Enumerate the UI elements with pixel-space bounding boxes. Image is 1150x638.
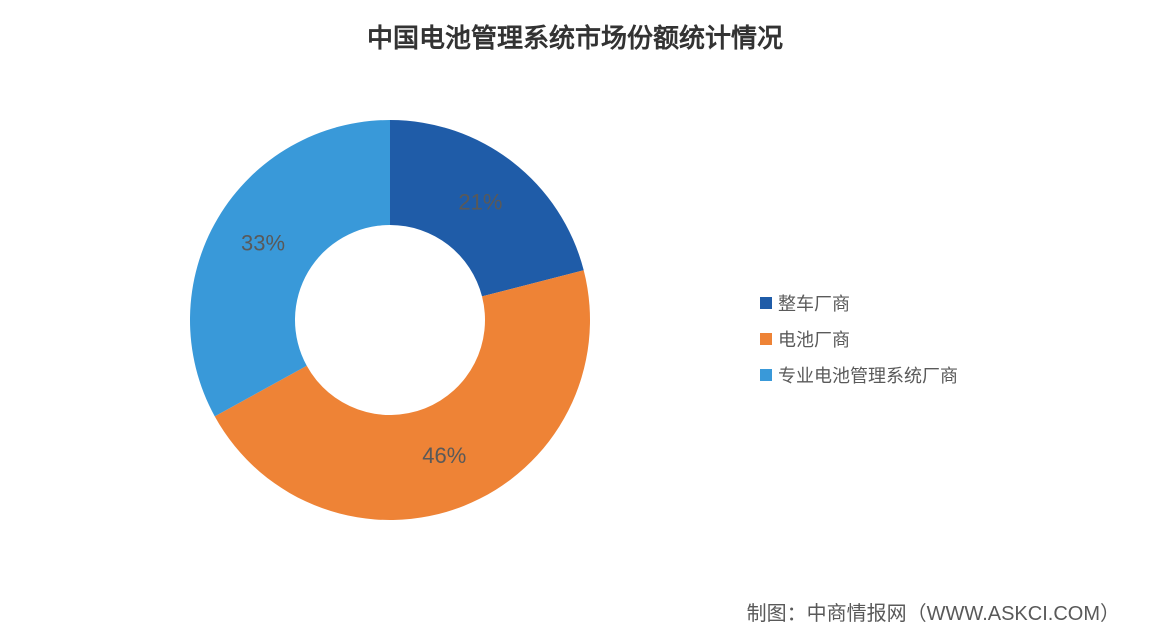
slice-label: 33% (241, 231, 285, 256)
legend-item: 专业电池管理系统厂商 (760, 362, 958, 388)
legend-swatch (760, 297, 772, 309)
legend: 整车厂商电池厂商专业电池管理系统厂商 (760, 290, 958, 398)
donut-svg: 21% 46% 33% (150, 80, 630, 560)
legend-label: 专业电池管理系统厂商 (778, 362, 958, 388)
credit-line: 制图：中商情报网（WWW.ASKCI.COM） (747, 597, 1120, 626)
legend-swatch (760, 333, 772, 345)
legend-label: 整车厂商 (778, 290, 850, 316)
legend-label: 电池厂商 (778, 326, 850, 352)
donut-chart: 21% 46% 33% (150, 80, 630, 560)
legend-item: 电池厂商 (760, 326, 958, 352)
donut-slice (190, 120, 390, 416)
slice-label: 46% (422, 443, 466, 468)
legend-item: 整车厂商 (760, 290, 958, 316)
chart-title: 中国电池管理系统市场份额统计情况 (0, 18, 1150, 55)
slice-label: 21% (458, 189, 502, 214)
legend-swatch (760, 369, 772, 381)
